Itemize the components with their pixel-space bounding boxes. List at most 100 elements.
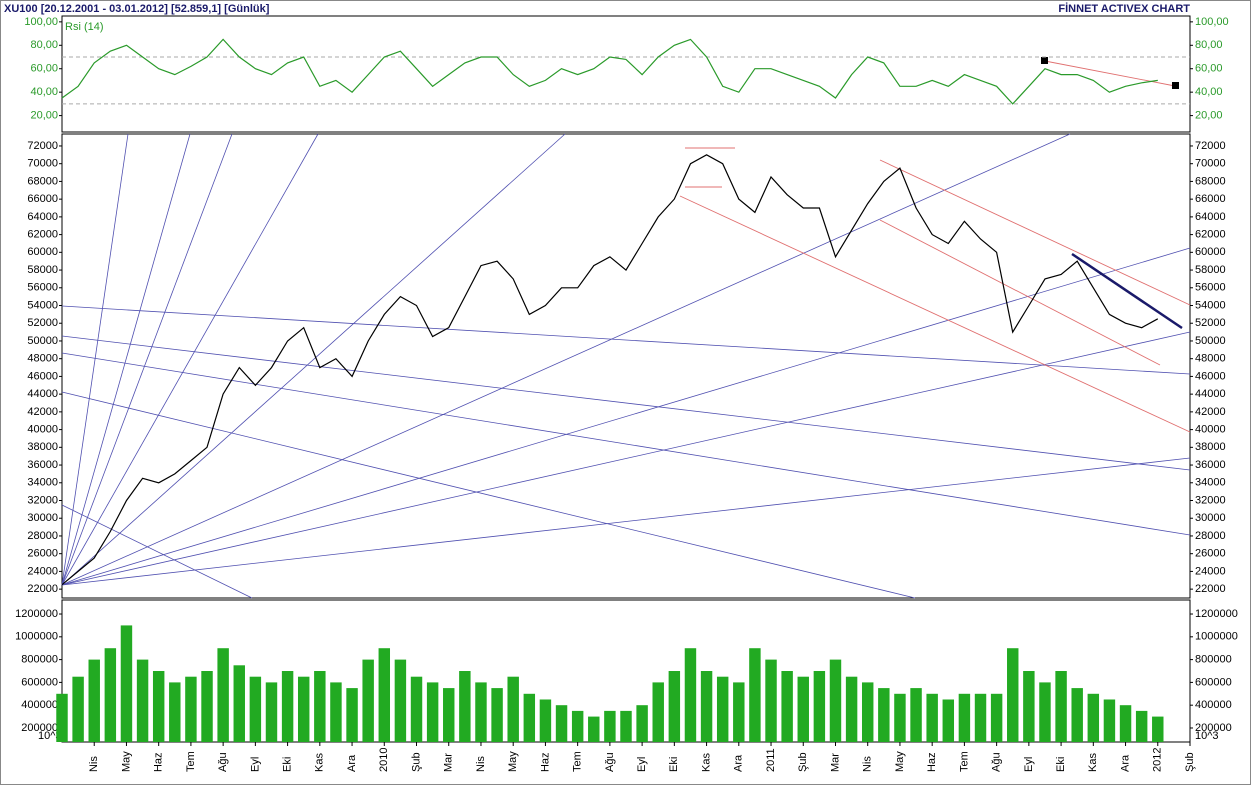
- x-tick-label: Eki: [668, 757, 680, 772]
- y-tick-label: 600000: [21, 676, 58, 688]
- y-tick-label-right: 34000: [1195, 477, 1226, 489]
- y-tick-label: 48000: [27, 353, 58, 365]
- y-tick-label-right: 68000: [1195, 175, 1226, 187]
- volume-bar: [491, 688, 503, 742]
- volume-bar: [652, 682, 664, 742]
- y-tick-label-right: 80,00: [1195, 39, 1223, 51]
- y-tick-label-right: 26000: [1195, 548, 1226, 560]
- volume-bar: [265, 682, 278, 742]
- x-tick-label: May: [507, 751, 519, 772]
- y-tick-label-right: 20,00: [1195, 110, 1223, 122]
- x-tick-label: Tem: [185, 751, 197, 772]
- y-tick-label: 54000: [27, 299, 58, 311]
- y-tick-label-right: 52000: [1195, 317, 1226, 329]
- volume-bar: [1087, 693, 1100, 742]
- header-left: XU100 [20.12.2001 - 03.01.2012] [52.859,…: [4, 3, 270, 15]
- volume-bar: [716, 676, 729, 742]
- volume-bar: [990, 693, 1003, 742]
- volume-bar: [1071, 688, 1083, 742]
- rsi-panel: [61, 15, 1191, 133]
- volume-bar: [249, 676, 262, 742]
- y-tick-label: 30000: [27, 512, 58, 524]
- volume-bar: [1152, 716, 1164, 742]
- series-line: [61, 38, 1158, 105]
- y-tick-label-right: 400000: [1195, 699, 1232, 711]
- volume-bar: [410, 676, 423, 742]
- y-tick-label: 60000: [27, 246, 58, 258]
- price-panel: [61, 133, 1191, 599]
- x-tick-label: Ara: [346, 754, 358, 772]
- y-tick-label-right: 800000: [1195, 654, 1232, 666]
- y-tick-label-right: 42000: [1195, 406, 1226, 418]
- x-tick-label: Haz: [153, 752, 165, 772]
- volume-bar: [813, 671, 826, 742]
- y-tick-label-right: 60,00: [1195, 63, 1223, 75]
- volume-bar: [845, 676, 858, 742]
- y-tick-label: 40000: [27, 424, 58, 436]
- y-tick-label: 24000: [27, 565, 58, 577]
- y-tick-label-right: 66000: [1195, 193, 1226, 205]
- y-tick-label: 800000: [21, 654, 58, 666]
- volume-bar: [668, 671, 681, 742]
- volume-bar: [797, 676, 809, 742]
- volume-bar: [152, 671, 165, 742]
- y-tick-label-right: 200000: [1195, 722, 1232, 734]
- y-tick-label-right: 54000: [1195, 299, 1226, 311]
- y-tick-label: 34000: [27, 477, 58, 489]
- volume-bar: [604, 710, 616, 742]
- x-tick-label: Kas: [314, 753, 326, 772]
- volume-bar: [684, 648, 697, 742]
- x-tick-label: Nis: [862, 756, 874, 772]
- x-tick-label: Ağu: [991, 752, 1003, 772]
- y-tick-label-right: 38000: [1195, 441, 1226, 453]
- volume-bar: [217, 648, 229, 742]
- x-tick-label: Nis: [88, 756, 100, 772]
- x-tick-label: Eki: [282, 757, 294, 772]
- volume-bar: [1007, 648, 1019, 742]
- unit-label-right: 10^3: [1195, 730, 1219, 742]
- volume-bar: [1119, 705, 1132, 742]
- y-tick-label-right: 48000: [1195, 353, 1226, 365]
- x-tick-label: 2012: [1152, 748, 1164, 772]
- x-tick-label: Haz: [926, 752, 938, 772]
- volume-bar: [475, 682, 487, 742]
- x-tick-label: Eyl: [249, 757, 261, 772]
- volume-bar: [749, 648, 761, 742]
- y-tick-label: 22000: [27, 583, 58, 595]
- volume-bar: [394, 659, 407, 742]
- y-tick-label: 38000: [27, 441, 58, 453]
- y-tick-label-right: 30000: [1195, 512, 1226, 524]
- y-tick-label: 58000: [27, 264, 58, 276]
- volume-bar: [314, 671, 326, 742]
- volume-bar: [104, 648, 117, 742]
- volume-bar: [281, 671, 294, 742]
- volume-bar: [829, 659, 842, 742]
- x-tick-label: Eyl: [1023, 757, 1035, 772]
- volume-bar: [1023, 671, 1035, 742]
- volume-bar: [1055, 671, 1067, 742]
- volume-bar: [72, 676, 84, 742]
- volume-bar: [958, 693, 971, 742]
- volume-bar: [700, 671, 713, 742]
- volume-bar: [571, 710, 584, 742]
- y-tick-label: 1200000: [15, 608, 58, 620]
- volume-bar: [523, 693, 536, 742]
- y-tick-label-right: 22000: [1195, 583, 1226, 595]
- x-tick-label: Tem: [958, 751, 970, 772]
- x-tick-label: Kas: [1087, 753, 1099, 772]
- y-tick-label-right: 28000: [1195, 530, 1226, 542]
- volume-bar: [539, 699, 552, 742]
- y-tick-label-right: 32000: [1195, 494, 1226, 506]
- x-tick-label: Tem: [572, 751, 584, 772]
- volume-bar: [894, 693, 906, 742]
- volume-bar: [426, 682, 439, 742]
- y-tick-label: 26000: [27, 548, 58, 560]
- volume-bar: [1039, 682, 1051, 742]
- y-tick-label-right: 60000: [1195, 246, 1226, 258]
- volume-bar: [507, 676, 519, 742]
- volume-bar: [88, 659, 100, 742]
- unit-label: 10^3: [38, 730, 62, 742]
- y-tick-label: 72000: [27, 140, 58, 152]
- volume-bar: [378, 648, 391, 742]
